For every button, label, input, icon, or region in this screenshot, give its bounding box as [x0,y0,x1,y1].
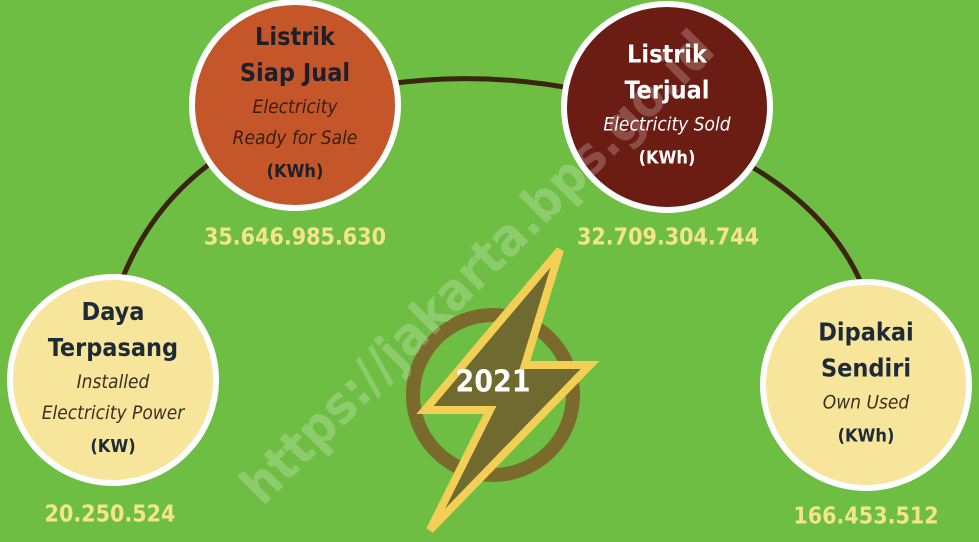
lightning-icon [416,247,600,533]
node-subtitle: Electricity Sold [603,114,730,136]
node-title: Listrik [627,40,708,69]
center-ring [406,308,580,482]
node-circle [561,1,773,213]
node-subtitle: Ready for Sale [233,127,358,149]
node-value: 166.453.512 [793,504,938,530]
node-circle [189,0,401,211]
node-value: 35.646.985.630 [204,225,386,251]
node-title: Daya [82,297,145,326]
node-title: Sendiri [821,354,911,383]
node-subtitle: Installed [77,371,150,393]
node-title: Terjual [625,76,710,105]
node-title: Listrik [255,22,336,51]
node-subtitle: Own Used [823,392,910,414]
node-unit: (KWh) [267,161,324,182]
node-subtitle: Electricity Power [42,402,186,424]
node-title: Terpasang [48,333,178,362]
node-circle [760,279,972,491]
node-unit: (KWh) [639,148,696,169]
node-value: 32.709.304.744 [577,225,759,251]
node-subtitle: Electricity [253,96,339,118]
node-value: 20.250.524 [45,502,176,528]
node-title: Siap Jual [240,58,350,87]
node-circle [7,274,219,486]
node-unit: (KW) [90,436,135,457]
nodes: Daya Terpasang Installed Electricity Power (… [7,0,972,530]
year: 2021 [455,365,530,400]
node-unit: (KWh) [838,426,895,447]
node-title: Dipakai [818,318,913,347]
